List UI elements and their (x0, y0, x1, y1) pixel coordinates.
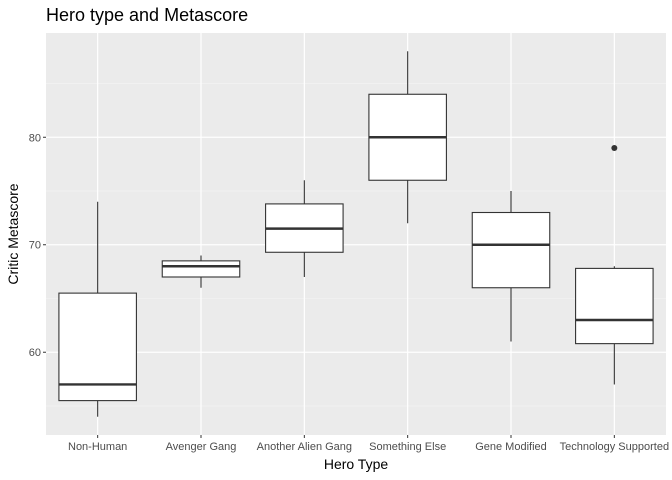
boxes-layer (58, 51, 654, 417)
y-tick-label: 80 (29, 132, 41, 144)
y-tick-label: 70 (29, 240, 41, 252)
minor-gridlines (46, 83, 666, 407)
box-group (368, 51, 447, 224)
box (58, 292, 137, 402)
plot-panel (46, 33, 666, 435)
y-tick-label: 60 (29, 347, 41, 359)
y-axis: 60 70 80 (29, 132, 46, 359)
box-group (575, 145, 654, 385)
box-group (161, 255, 241, 288)
x-tick-label: Technology Supported (560, 441, 669, 453)
x-axis-title: Hero Type (324, 456, 389, 472)
outlier-point (611, 145, 618, 152)
y-axis-title: Critic Metascore (5, 183, 21, 284)
x-tick-label: Gene Modified (475, 441, 547, 453)
box (575, 267, 654, 345)
chart-title: Hero type and Metascore (46, 5, 248, 25)
x-tick-label: Avenger Gang (166, 441, 237, 453)
box (161, 260, 241, 278)
x-tick-label: Something Else (369, 441, 446, 453)
box-group (471, 191, 551, 342)
x-tick-label: Another Alien Gang (257, 441, 352, 453)
box-group (265, 180, 344, 277)
box (471, 211, 551, 289)
x-axis: Non-Human Avenger Gang Another Alien Gang S… (68, 435, 669, 453)
x-tick-label: Non-Human (68, 441, 127, 453)
box-group (58, 201, 137, 417)
